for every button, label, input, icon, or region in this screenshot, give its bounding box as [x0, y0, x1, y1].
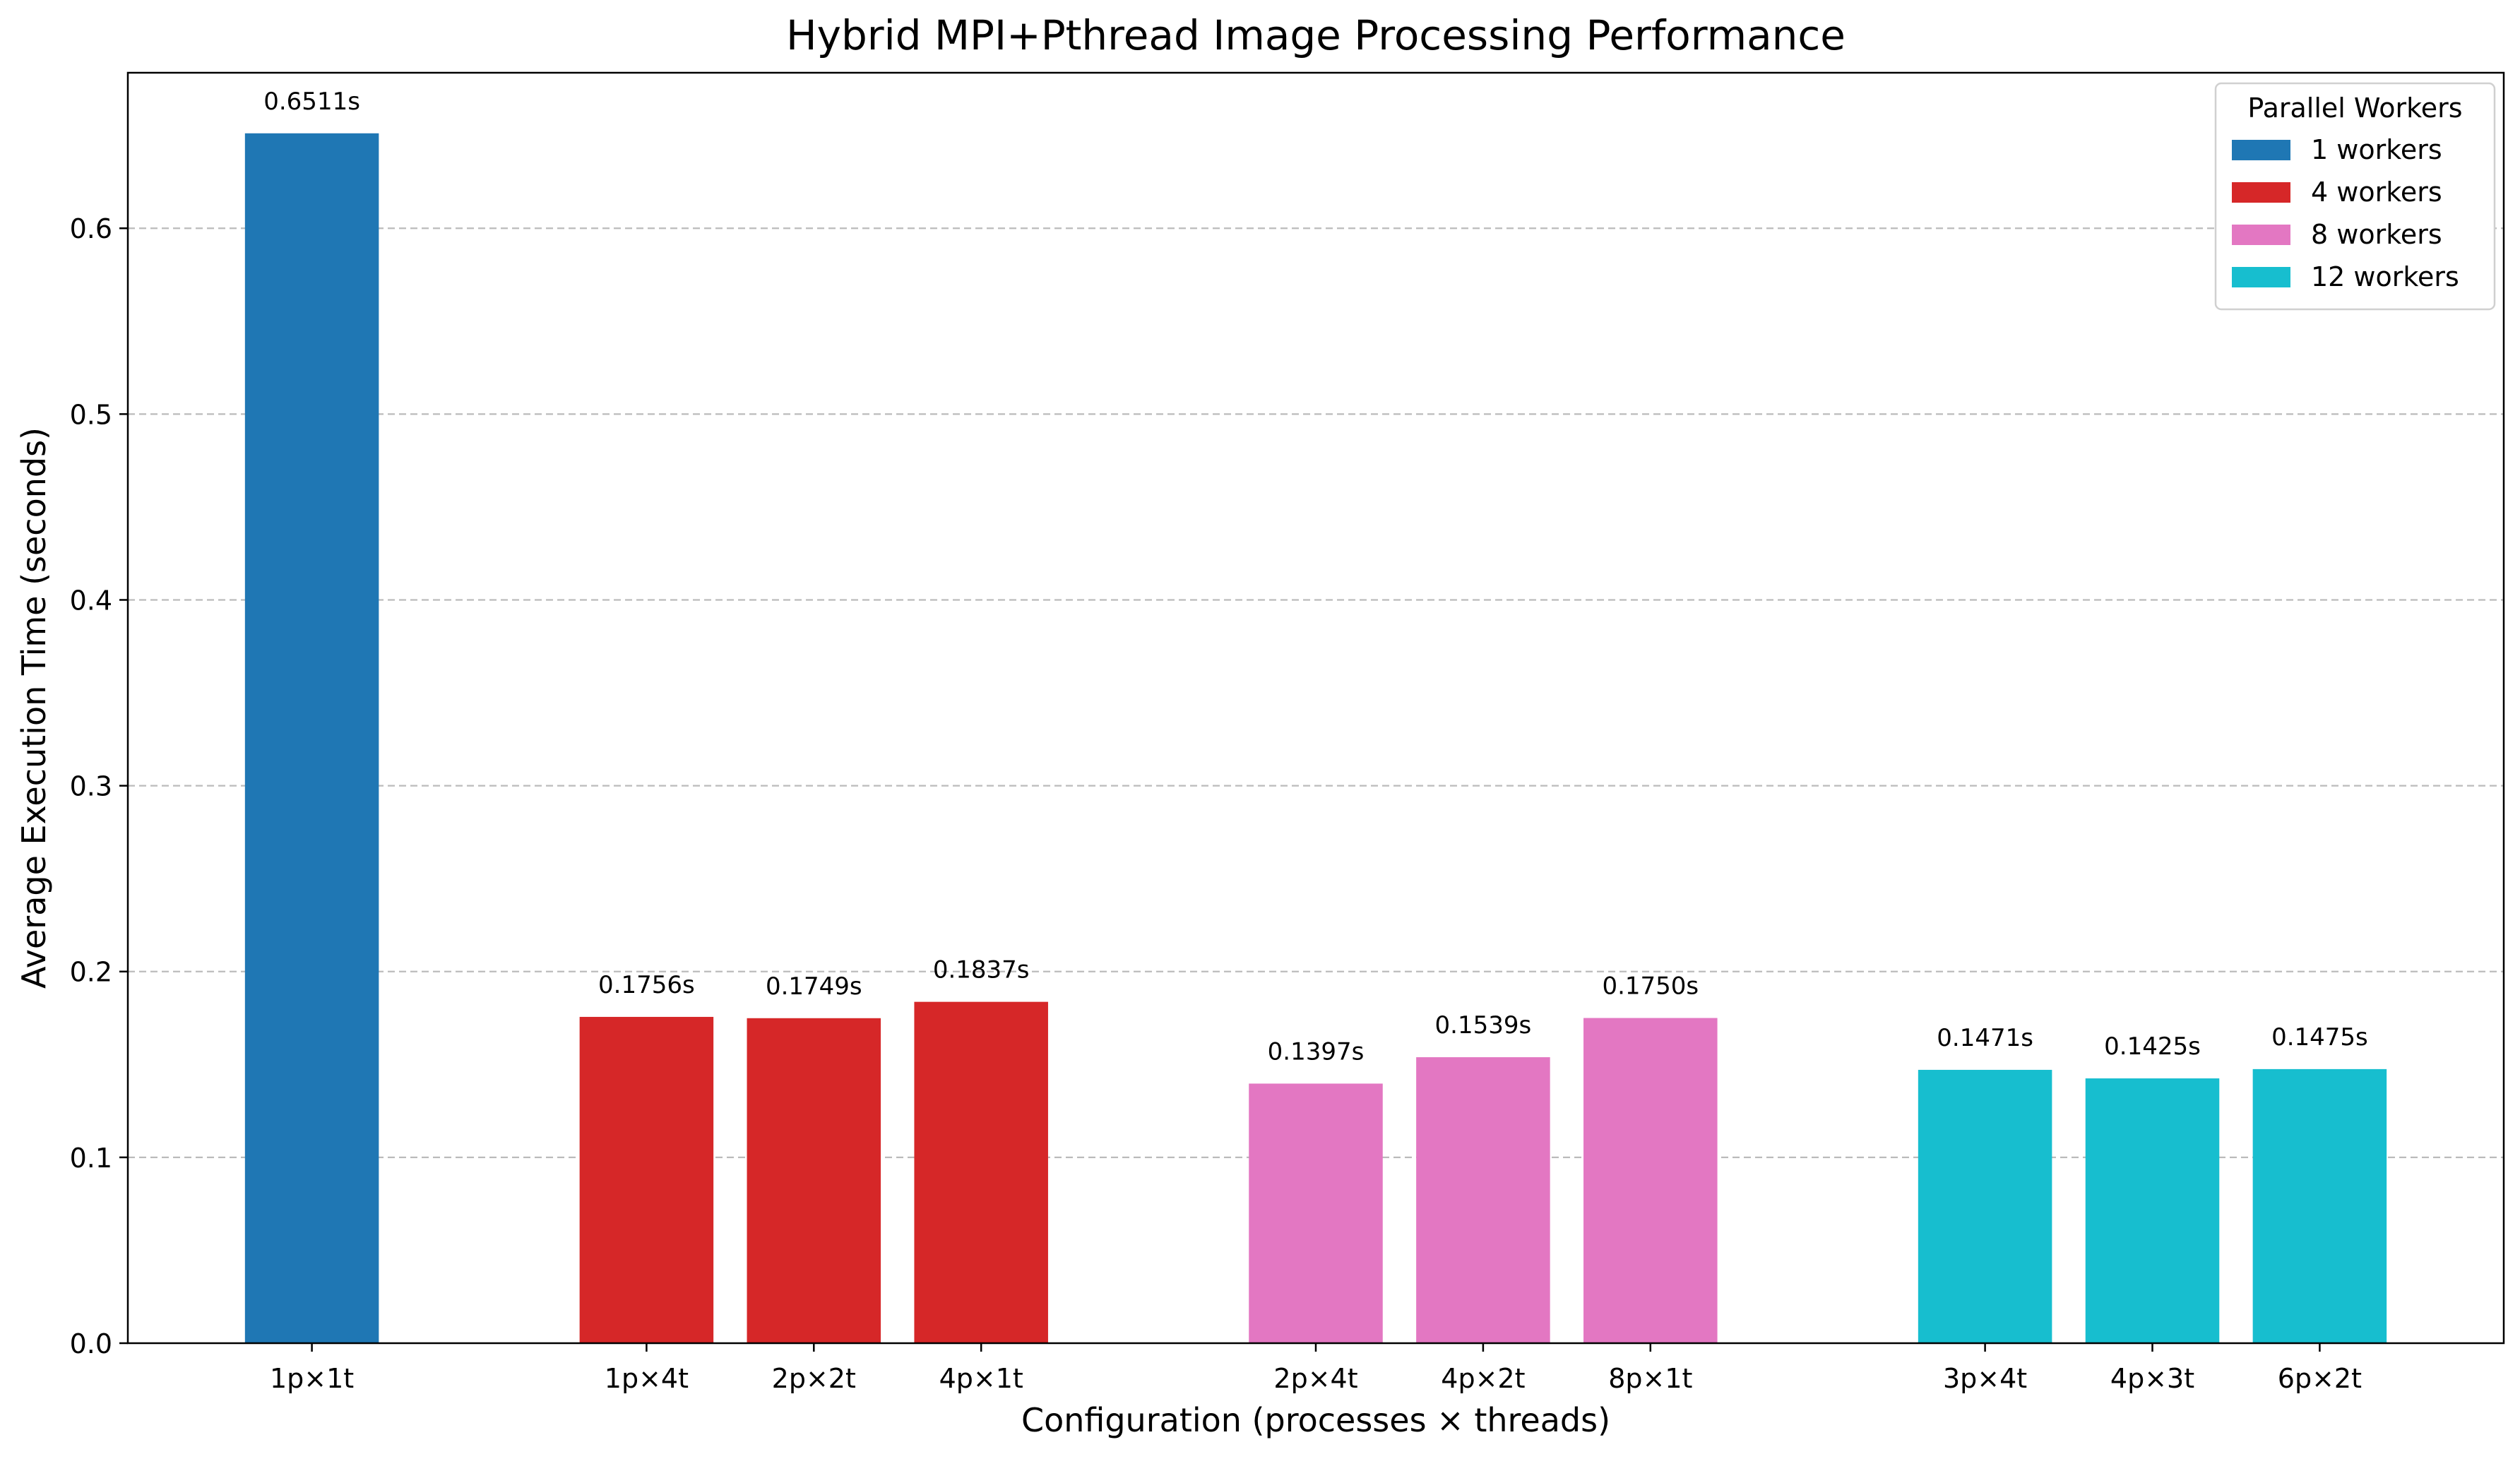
bar [747, 1018, 881, 1343]
bar [2085, 1078, 2220, 1343]
x-axis-ticks: 1p×1t 1p×4t 2p×2t 4p×1t 2p×4t 4p×2t 8p×1t 3p×4t… [270, 1343, 2362, 1394]
y-tick-label: 0.2 [70, 957, 112, 988]
bar-value-label: 0.1471s [1937, 1024, 2033, 1052]
bar [1583, 1018, 1718, 1343]
legend-label: 4 workers [2311, 177, 2442, 208]
y-tick-label: 0.1 [70, 1143, 112, 1174]
bar [579, 1016, 714, 1343]
x-tick-label: 4p×3t [2110, 1363, 2194, 1394]
bar-value-label: 0.1756s [598, 971, 695, 999]
bar-value-label: 0.1749s [766, 972, 862, 1001]
y-tick-label: 0.0 [70, 1328, 112, 1359]
bar-value-label: 0.1397s [1268, 1037, 1365, 1066]
bar [914, 1001, 1048, 1343]
x-tick-label: 3p×4t [1943, 1363, 2027, 1394]
grid-lines [128, 227, 2504, 1158]
bar-value-label: 0.1475s [2271, 1023, 2368, 1052]
y-tick-label: 0.5 [70, 399, 112, 430]
bar-value-label: 0.6511s [263, 88, 360, 116]
bar [1416, 1057, 1550, 1343]
legend: Parallel Workers 1 workers 4 workers 8 wor… [2214, 82, 2496, 311]
bar [1249, 1083, 1383, 1343]
bar-value-label: 0.1539s [1435, 1011, 1532, 1040]
bar [2252, 1068, 2387, 1343]
x-tick-label: 2p×4t [1273, 1363, 1357, 1394]
x-tick-label: 2p×2t [772, 1363, 856, 1394]
y-tick-label: 0.6 [70, 213, 112, 244]
bar-value-label: 0.1837s [933, 956, 1030, 984]
legend-label: 1 workers [2311, 134, 2442, 165]
legend-swatch [2232, 267, 2290, 287]
legend-title: Parallel Workers [2247, 93, 2462, 124]
y-tick-label: 0.3 [70, 771, 112, 802]
chart-title: Hybrid MPI+Pthread Image Processing Perf… [786, 11, 1846, 59]
x-tick-label: 4p×1t [939, 1363, 1023, 1394]
y-axis-ticks: 0.0 0.1 0.2 0.3 0.4 0.5 0.6 [70, 213, 128, 1359]
legend-swatch [2232, 140, 2290, 160]
legend-label: 8 workers [2311, 219, 2442, 250]
bar-value-label: 0.1425s [2104, 1032, 2201, 1061]
y-tick-label: 0.4 [70, 585, 112, 616]
y-axis-label: Average Execution Time (seconds) [15, 427, 53, 989]
x-tick-label: 4p×2t [1441, 1363, 1525, 1394]
x-tick-label: 1p×4t [605, 1363, 689, 1394]
bar [1918, 1069, 2052, 1343]
x-axis-label: Configuration (processes × threads) [1021, 1401, 1610, 1439]
bars [244, 133, 2387, 1344]
x-tick-label: 1p×1t [270, 1363, 354, 1394]
x-tick-label: 6p×2t [2278, 1363, 2362, 1394]
data-labels: 0.6511s 0.1756s 0.1749s 0.1837s 0.1397s 0.153… [263, 88, 2368, 1066]
legend-swatch [2232, 182, 2290, 203]
legend-entries: 1 workers 4 workers 8 workers 12 workers [2232, 134, 2459, 292]
legend-label: 12 workers [2311, 261, 2459, 292]
bar [244, 133, 379, 1344]
x-tick-label: 8p×1t [1608, 1363, 1692, 1394]
legend-swatch [2232, 225, 2290, 245]
bar-value-label: 0.1750s [1602, 972, 1699, 1001]
